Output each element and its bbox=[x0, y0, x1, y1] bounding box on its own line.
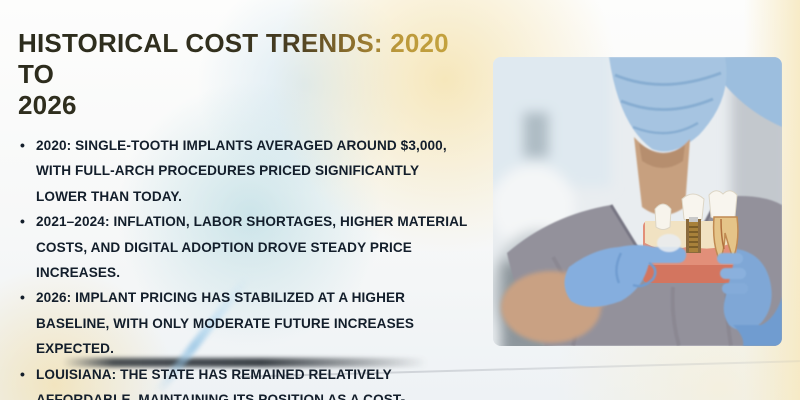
bullet-dot-icon: • bbox=[20, 289, 26, 306]
background-shadow-bar bbox=[62, 358, 427, 367]
page-title: HISTORICAL COST TRENDS: 2020 TO 2026 bbox=[18, 28, 480, 121]
list-item-text: 2026: IMPLANT PRICING HAS STABILIZED AT … bbox=[36, 290, 415, 357]
surgical-cap bbox=[719, 57, 782, 127]
bullet-dot-icon: • bbox=[20, 213, 26, 230]
bullet-dot-icon: • bbox=[20, 365, 26, 382]
blue-glove-right bbox=[717, 249, 782, 346]
text-column: HISTORICAL COST TRENDS: 2020 TO 2026 • 2… bbox=[18, 28, 480, 400]
blue-glove-left bbox=[564, 234, 687, 307]
dental-model-photo bbox=[493, 57, 782, 346]
molar-roots bbox=[712, 216, 739, 263]
page-title-line1: HISTORICAL COST TRENDS: 2020 TO bbox=[18, 28, 480, 90]
bullet-list: • 2020: SINGLE-TOOTH IMPLANTS AVERAGED A… bbox=[18, 133, 470, 400]
model-teeth bbox=[654, 190, 738, 230]
bullet-dot-icon: • bbox=[20, 137, 26, 153]
list-item-text: 2021–2024: INFLATION, LABOR SHORTAGES, H… bbox=[36, 214, 468, 281]
list-item-text: 2020: SINGLE-TOOTH IMPLANTS AVERAGED ARO… bbox=[36, 138, 447, 204]
list-item: • 2021–2024: INFLATION, LABOR SHORTAGES,… bbox=[18, 209, 470, 285]
list-item: • 2020: SINGLE-TOOTH IMPLANTS AVERAGED A… bbox=[18, 133, 470, 209]
implant-screw bbox=[686, 217, 701, 253]
list-item-text: LOUISIANA: THE STATE HAS REMAINED RELATI… bbox=[36, 366, 406, 400]
list-item: • LOUISIANA: THE STATE HAS REMAINED RELA… bbox=[18, 362, 470, 400]
list-item: • 2026: IMPLANT PRICING HAS STABILIZED A… bbox=[18, 285, 470, 361]
page-title-line2: 2026 bbox=[18, 90, 77, 120]
